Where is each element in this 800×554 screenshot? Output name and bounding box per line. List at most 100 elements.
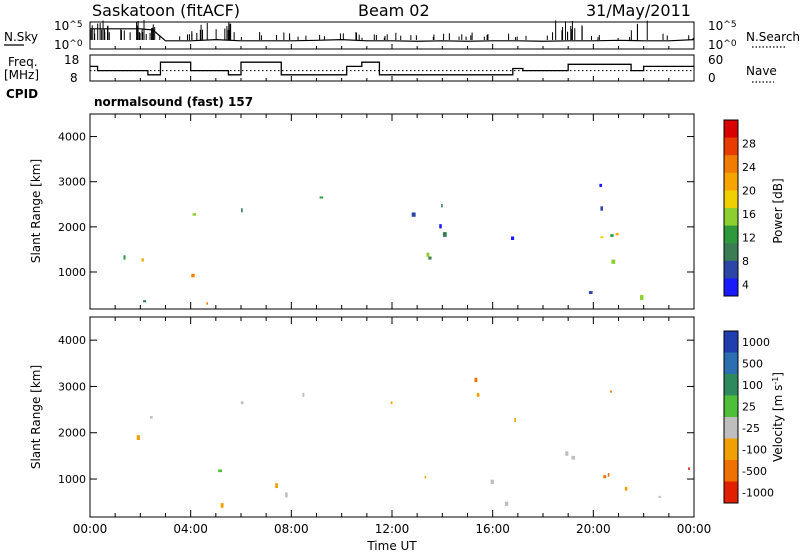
echo-cell [424,475,427,479]
echo-cell [240,401,244,405]
nsky-label: N.Sky [4,30,38,44]
noise-tick-right-bottom: 10^0 [708,38,737,52]
echo-cell [476,392,480,397]
power-colorbar-swatch [724,260,738,279]
power-colorbar-label: Power [dB] [771,178,785,243]
freq-tick-left-bottom: 8 [70,71,78,85]
echo-cell [191,273,195,278]
y-tick-label: 1000 [58,266,86,279]
power-colorbar-swatch [724,208,738,227]
velocity-colorbar-tick: -1000 [742,486,774,499]
echo-cell [624,486,628,491]
echo-cell [390,401,393,404]
velocity-colorbar-swatch [724,481,738,504]
echo-cell [474,377,478,383]
power-colorbar-swatch [724,225,738,244]
power-colorbar-swatch [724,155,738,174]
echo-cell [285,492,288,498]
time-axis-label: Time UT [366,539,417,553]
echo-cell [123,255,126,260]
velocity-colorbar-swatch [724,438,738,461]
echo-cell [218,469,223,473]
velocity-colorbar-swatch [724,417,738,439]
velocity-colorbar-swatch [724,374,738,396]
echo-cell [588,291,593,294]
echo-cell [428,256,432,260]
power-data-layer [123,183,644,305]
echo-cell [600,206,603,211]
velocity-colorbar: 1000 500 100 25 -25 -100 -500 -1000 [723,330,774,504]
power-panel-frame [89,113,695,310]
cpid-label: CPID [6,87,38,101]
freq-tick-left-top: 18 [64,53,79,67]
velocity-colorbar-swatch [724,395,738,418]
velocity-colorbar-tick: -25 [742,422,760,435]
noise-series-layer [89,20,695,49]
echo-cell [302,392,305,397]
power-colorbar-tick: 20 [742,184,756,197]
echo-cell [571,455,576,460]
freq-label-line2: [MHz] [4,68,39,82]
echo-cell [136,435,141,441]
velocity-panel-frame [89,316,695,518]
y-tick-label: 2000 [58,427,86,440]
power-colorbar-frame [723,119,739,297]
x-tick-label: 12:00 [375,522,410,536]
power-colorbar-swatch [724,278,738,297]
echo-cell [220,503,224,508]
y-tick-label: 3000 [58,380,86,393]
echo-cell [275,483,278,489]
power-colorbar-swatch [724,190,738,209]
velocity-colorbar-tick: -500 [742,465,767,478]
nave-label: Nave [746,64,777,78]
velocity-colorbar-tick: 25 [742,400,756,413]
x-tick-label: 04:00 [173,522,208,536]
noise-tick-right-top: 10^5 [708,19,737,33]
echo-cell [143,300,147,303]
velocity-ylabel: Slant Range [km] [29,365,43,469]
echo-cell [141,258,144,262]
echo-cell [442,232,447,237]
power-colorbar-tick: 8 [742,255,749,268]
velocity-axis-layer: 1000 2000 3000 4000 00:00 04:00 08:00 12:00 16:0… [58,317,711,536]
power-colorbar-swatch [724,120,738,139]
echo-cell [611,259,616,264]
velocity-colorbar-swatch [724,352,738,375]
echo-cell [565,451,569,456]
echo-cell [511,236,515,241]
power-axis-layer: 1000 2000 3000 4000 [58,114,695,309]
echo-cell [615,232,619,236]
echo-cell [411,212,416,217]
power-colorbar-tick: 16 [742,208,756,221]
velocity-colorbar-swatch [724,460,738,482]
echo-cell [610,234,614,237]
x-tick-label: 08:00 [274,522,309,536]
power-colorbar-tick: 4 [742,278,749,291]
x-tick-label: 00:00 [677,522,712,536]
velocity-colorbar-tick: 100 [742,379,763,392]
y-tick-label: 1000 [58,473,86,486]
echo-cell [150,416,153,419]
echo-cell [607,473,610,477]
velocity-colorbar-label: Velocity [m s-1] [771,372,785,462]
power-colorbar-tick: 24 [742,161,756,174]
echo-cell [439,224,442,229]
echo-cell [241,208,243,213]
echo-cell [514,418,516,423]
velocity-colorbar-tick: 500 [742,357,763,370]
freq-trace [90,61,694,76]
nsearch-label: N.Search [746,30,800,44]
velocity-colorbar-swatch [724,331,738,353]
x-tick-label: 16:00 [475,522,510,536]
y-tick-label: 3000 [58,176,86,189]
y-tick-label: 2000 [58,221,86,234]
noise-tick-left-bottom: 10^0 [54,38,83,52]
velocity-colorbar-tick: 1000 [742,336,770,349]
echo-cell [658,495,661,498]
freq-tick-right-bottom: 0 [708,71,716,85]
y-tick-label: 4000 [58,131,86,144]
echo-cell [426,252,430,258]
echo-cell [504,501,509,506]
power-colorbar: 4 8 12 16 20 24 28 [723,119,756,297]
